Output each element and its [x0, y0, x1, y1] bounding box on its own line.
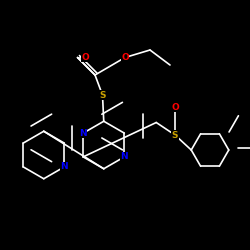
- Text: O: O: [81, 53, 89, 62]
- Text: N: N: [60, 162, 68, 172]
- Text: N: N: [79, 129, 87, 138]
- Text: S: S: [172, 130, 178, 140]
- Text: N: N: [120, 152, 128, 162]
- Text: S: S: [99, 90, 106, 100]
- Text: O: O: [121, 53, 129, 62]
- Text: O: O: [171, 103, 179, 112]
